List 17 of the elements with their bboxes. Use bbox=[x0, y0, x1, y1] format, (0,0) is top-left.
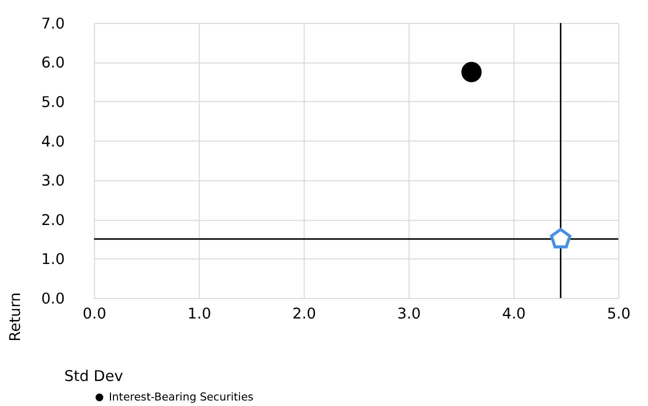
y-axis-title: Return bbox=[6, 292, 24, 342]
legend-label: Interest-Bearing Securities bbox=[108, 390, 254, 404]
y-tick-label: 3.0 bbox=[41, 172, 65, 190]
y-tick-label: 0.0 bbox=[41, 290, 65, 308]
y-tick-label: 1.0 bbox=[41, 251, 65, 268]
x-tick-label: 5.0 bbox=[607, 305, 631, 322]
x-tick-label: 4.0 bbox=[502, 305, 526, 322]
y-tick-label: 4.0 bbox=[41, 133, 65, 150]
y-tick-label: 5.0 bbox=[41, 94, 65, 111]
x-axis-title: Std Dev bbox=[64, 368, 124, 386]
y-tick-label: 6.0 bbox=[41, 54, 65, 72]
y-tick-label: 7.0 bbox=[41, 15, 65, 32]
x-tick-label: 3.0 bbox=[397, 305, 421, 322]
x-tick-label: 0.0 bbox=[82, 305, 106, 322]
x-tick-label: 1.0 bbox=[188, 305, 212, 322]
y-tick-label: 2.0 bbox=[41, 212, 65, 229]
x-tick-label: 2.0 bbox=[292, 305, 316, 322]
